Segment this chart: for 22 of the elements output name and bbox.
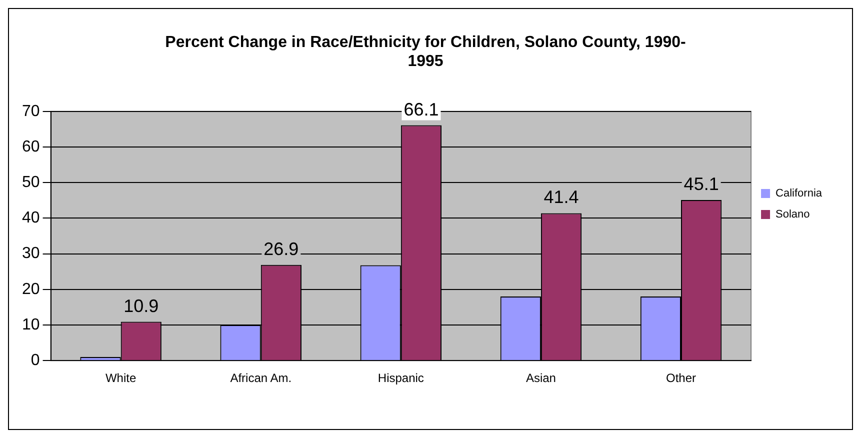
legend-label: California <box>776 188 823 200</box>
x-tick-label: Other <box>666 371 696 386</box>
x-tick-label: African Am. <box>230 371 292 386</box>
y-tick-label: 30 <box>22 245 40 262</box>
x-tick-label: White <box>105 371 136 386</box>
y-tick-label: 50 <box>22 174 40 192</box>
y-tick-label: 60 <box>22 138 40 156</box>
y-tick-label: 70 <box>22 102 40 120</box>
data-label: 26.9 <box>264 238 299 259</box>
data-label: 41.4 <box>544 187 579 208</box>
data-label: 45.1 <box>684 174 719 194</box>
data-label: 10.9 <box>124 296 159 316</box>
legend-label: Solano <box>776 208 810 221</box>
y-tick-label: 20 <box>22 280 40 298</box>
text: 1995 <box>408 53 444 70</box>
y-tick-label: 40 <box>22 210 40 227</box>
x-tick-label: Asian <box>526 371 556 386</box>
x-tick-label: Hispanic <box>378 371 424 386</box>
y-tick-label: 0 <box>30 352 40 370</box>
text: Percent Change in Race/Ethnicity for Children, Solano County, 1990- <box>165 34 686 52</box>
data-label: 66.1 <box>404 99 439 120</box>
y-tick-label: 10 <box>22 316 40 334</box>
